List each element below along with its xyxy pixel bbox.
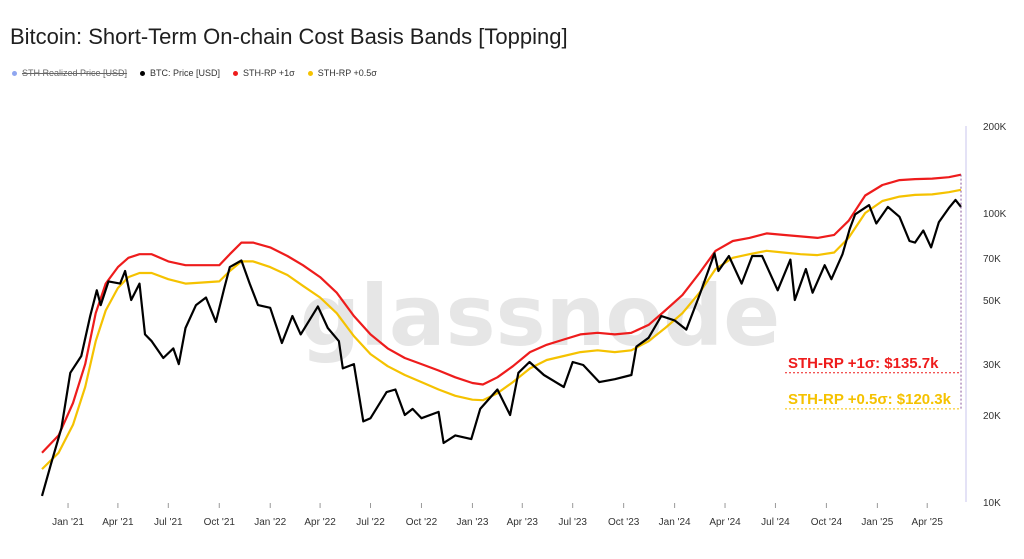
x-tick-label: Oct '23: [608, 517, 640, 528]
x-tick-label: Jul '23: [558, 517, 587, 528]
x-tick-label: Jul '24: [761, 517, 790, 528]
x-tick-label: Apr '24: [709, 517, 741, 528]
x-tick-label: Jul '22: [356, 517, 385, 528]
y-tick-label: 20K: [983, 411, 1001, 422]
y-tick-label: 50K: [983, 296, 1001, 307]
x-tick-label: Apr '21: [102, 517, 134, 528]
y-tick-label: 10K: [983, 498, 1001, 509]
x-tick-label: Jan '21: [52, 517, 84, 528]
legend-label: BTC: Price [USD]: [150, 68, 221, 78]
legend: STH Realized Price [USD] BTC: Price [USD…: [12, 68, 377, 78]
annotation-label: STH-RP +1σ: $135.7k: [788, 355, 939, 372]
legend-label: STH Realized Price [USD]: [22, 68, 128, 78]
x-tick-label: Oct '22: [406, 517, 438, 528]
legend-dot-icon: [12, 70, 17, 76]
series-layer: [40, 173, 962, 497]
y-tick-label: 200K: [983, 122, 1007, 133]
x-tick-label: Jan '24: [659, 517, 691, 528]
annotation-label: STH-RP +0.5σ: $120.3k: [788, 391, 952, 408]
x-tick-label: Apr '25: [912, 517, 944, 528]
legend-label: STH-RP +0.5σ: [317, 68, 377, 78]
legend-dot-icon: [140, 70, 146, 76]
y-tick-label: 100K: [983, 209, 1007, 220]
series-line-0[interactable]: [41, 173, 962, 454]
y-axis: 10K 20K 30K 50K 70K 100K 200K: [965, 122, 1007, 509]
x-tick-label: Jan '23: [456, 517, 488, 528]
x-tick-label: Apr '23: [507, 517, 539, 528]
y-tick-label: 30K: [983, 360, 1001, 371]
legend-item-sth-rp-half-sigma[interactable]: STH-RP +0.5σ: [307, 68, 377, 78]
x-tick-label: Jan '22: [254, 517, 286, 528]
x-tick-label: Apr '22: [304, 517, 336, 528]
legend-dot-icon: [307, 70, 313, 76]
y-tick-label: 70K: [983, 254, 1001, 265]
x-tick-label: Oct '21: [204, 517, 236, 528]
legend-label: STH-RP +1σ: [243, 68, 295, 78]
legend-item-sth-realized-price[interactable]: STH Realized Price [USD]: [12, 68, 127, 78]
legend-item-sth-rp-1sigma[interactable]: STH-RP +1σ: [233, 68, 295, 78]
series-line-2[interactable]: [40, 198, 962, 497]
legend-item-btc-price[interactable]: BTC: Price [USD]: [140, 68, 220, 78]
series-line-1[interactable]: [41, 188, 962, 470]
x-tick-label: Jan '25: [861, 517, 893, 528]
annotation-layer: STH-RP +1σ: $135.7k STH-RP +0.5σ: $120.3k: [785, 174, 962, 410]
x-tick-label: Oct '24: [811, 517, 843, 528]
legend-dot-icon: [233, 70, 239, 76]
x-tick-label: Jul '21: [154, 517, 183, 528]
x-axis: Jan '21 Apr '21 Jul '21 Oct '21 Jan '22 Apr '…: [52, 503, 943, 528]
chart-title: Bitcoin: Short-Term On-chain Cost Basis …: [10, 24, 568, 49]
